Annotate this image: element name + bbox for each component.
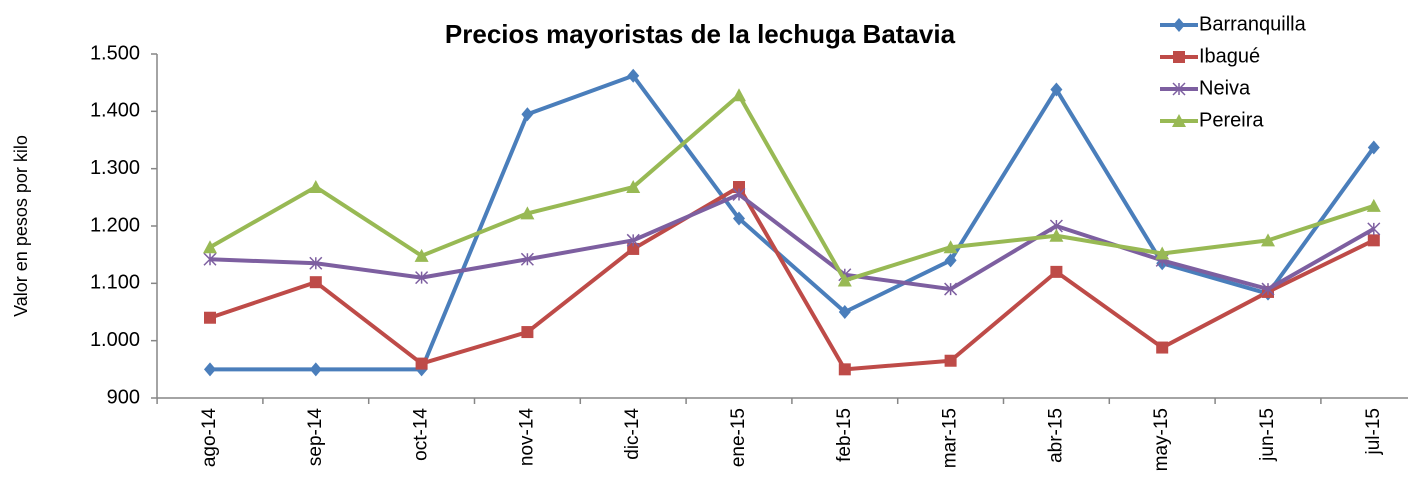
y-tick-label: 1.100 xyxy=(90,272,140,294)
marker xyxy=(521,326,534,339)
marker xyxy=(732,187,746,201)
marker xyxy=(1049,228,1064,242)
y-tick-label: 1.000 xyxy=(90,329,140,351)
x-tick-label: may-15 xyxy=(1151,408,1172,471)
marker xyxy=(733,181,745,194)
marker xyxy=(414,248,429,262)
marker xyxy=(1156,341,1169,354)
y-axis-label: Valor en pesos por kilo xyxy=(11,135,31,317)
x-tick-label: dic-14 xyxy=(622,408,643,460)
marker xyxy=(1173,18,1185,32)
marker xyxy=(521,107,534,122)
marker xyxy=(1173,51,1185,63)
marker xyxy=(627,68,640,83)
y-tick-label: 1.500 xyxy=(90,42,140,64)
marker xyxy=(309,256,323,270)
marker xyxy=(1050,82,1063,97)
x-tick-label: jun-15 xyxy=(1257,408,1278,462)
y-tick-label: 1.400 xyxy=(90,100,140,122)
legend-label: Ibagué xyxy=(1199,45,1260,67)
marker xyxy=(520,252,534,266)
marker xyxy=(1261,282,1275,296)
series-line xyxy=(209,192,1375,292)
legend-label: Pereira xyxy=(1199,109,1264,131)
marker xyxy=(733,211,745,226)
marker xyxy=(732,88,746,102)
y-tick-label: 1.200 xyxy=(90,214,140,236)
series-line xyxy=(210,73,1376,372)
marker xyxy=(308,180,323,194)
x-tick-label: sep-14 xyxy=(305,408,326,467)
marker xyxy=(1367,222,1381,236)
marker xyxy=(626,233,640,247)
x-tick-label: abr-15 xyxy=(1045,408,1066,463)
marker xyxy=(1261,233,1275,247)
marker xyxy=(309,276,322,289)
x-tick-label: ene-15 xyxy=(728,408,749,467)
series-line xyxy=(209,93,1375,283)
marker xyxy=(203,252,217,266)
marker xyxy=(1050,265,1063,278)
marker xyxy=(627,242,640,255)
marker xyxy=(944,354,957,367)
marker xyxy=(1367,140,1380,155)
marker xyxy=(415,357,428,370)
series-line xyxy=(209,185,1375,372)
marker xyxy=(944,253,957,268)
marker xyxy=(203,240,217,254)
marker xyxy=(415,271,429,285)
marker xyxy=(1172,114,1186,127)
marker xyxy=(309,362,322,377)
marker xyxy=(838,305,851,319)
marker xyxy=(626,180,641,194)
x-tick-label: feb-15 xyxy=(834,408,855,462)
y-tick-label: 900 xyxy=(107,386,140,408)
marker xyxy=(1366,198,1381,212)
marker xyxy=(204,311,216,324)
marker xyxy=(837,273,852,287)
x-tick-label: ago-14 xyxy=(199,408,220,468)
legend-label: Neiva xyxy=(1199,77,1251,99)
marker xyxy=(1172,82,1186,96)
marker xyxy=(1155,246,1170,260)
x-tick-label: mar-15 xyxy=(940,408,961,468)
x-tick-label: oct-14 xyxy=(411,408,432,461)
marker xyxy=(204,362,216,377)
x-tick-label: jul-15 xyxy=(1363,408,1384,455)
marker xyxy=(520,206,535,220)
marker xyxy=(943,240,958,254)
legend-label: Barranquilla xyxy=(1199,13,1307,35)
y-tick-label: 1.300 xyxy=(90,157,140,179)
marker xyxy=(1367,234,1380,247)
marker xyxy=(838,363,851,376)
chart-title: Precios mayoristas de la lechuga Batavia xyxy=(445,19,956,49)
x-tick-label: nov-14 xyxy=(516,408,537,467)
marker xyxy=(944,282,958,296)
